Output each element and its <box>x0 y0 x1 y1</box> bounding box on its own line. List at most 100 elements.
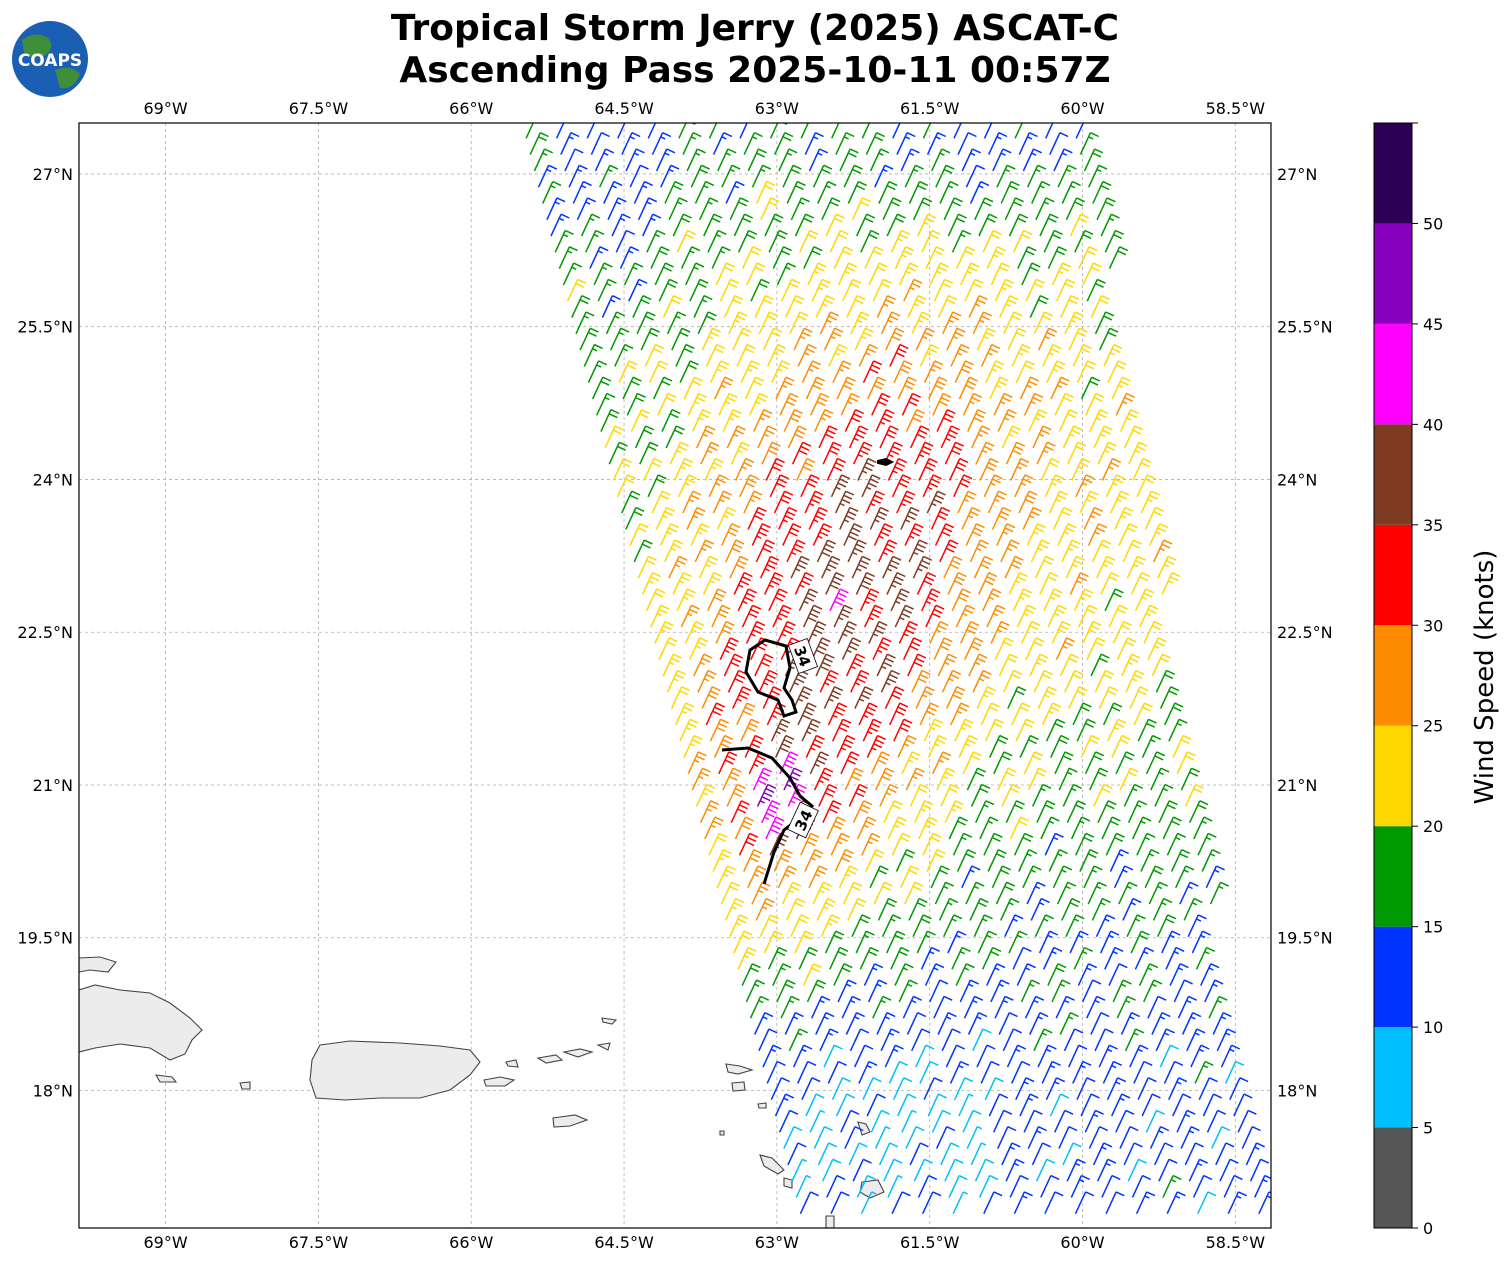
wind-barb <box>1048 849 1068 872</box>
wind-barb <box>1237 1109 1257 1133</box>
wind-barb <box>986 963 1006 986</box>
lon-tick-label-bottom: 69°W <box>144 1233 188 1252</box>
wind-barb <box>749 995 770 1019</box>
wind-barb <box>1120 1012 1141 1035</box>
wind-barb <box>1015 1077 1035 1101</box>
wind-barb <box>869 148 890 172</box>
lon-tick-label-top: 69°W <box>144 99 188 118</box>
wind-barb <box>1205 865 1225 889</box>
wind-barb <box>662 653 682 677</box>
wind-barb <box>1158 1158 1178 1182</box>
wind-barb <box>1057 523 1077 546</box>
wind-barb <box>1076 718 1096 742</box>
wind-barb <box>960 262 980 286</box>
wind-barb <box>1046 360 1066 384</box>
contour-34kt <box>721 746 815 885</box>
wind-barb <box>717 148 737 172</box>
wind-barb <box>923 1077 943 1101</box>
wind-barb <box>886 930 906 954</box>
wind-barb <box>808 148 829 172</box>
wind-barb <box>999 295 1019 318</box>
wind-barb <box>1168 1077 1188 1101</box>
wind-barb <box>804 490 824 514</box>
wind-barb <box>1114 506 1134 530</box>
wind-barb <box>952 832 973 856</box>
wind-barb <box>893 718 913 742</box>
wind-barb <box>1093 783 1113 807</box>
wind-barb <box>969 539 989 563</box>
wind-barb <box>916 572 937 595</box>
wind-barb <box>1152 897 1173 921</box>
wind-barb <box>1123 425 1144 449</box>
wind-barb <box>923 360 944 384</box>
wind-barb <box>618 360 638 384</box>
wind-barb <box>1020 979 1041 1003</box>
wind-barb <box>1101 1174 1121 1198</box>
colorbar-segment <box>1374 123 1412 224</box>
wind-barb <box>750 278 770 302</box>
wind-barb <box>1166 1191 1186 1215</box>
wind-barb <box>564 148 584 172</box>
wind-barb <box>922 1191 942 1215</box>
wind-barb <box>746 262 766 286</box>
wind-barb <box>614 343 634 367</box>
wind-barb <box>707 229 727 253</box>
wind-barb <box>1018 132 1038 155</box>
wind-barb <box>865 132 886 155</box>
wind-barb <box>783 767 803 791</box>
wind-barb <box>972 311 992 335</box>
wind-barb <box>1043 229 1063 253</box>
wind-barb <box>967 1012 988 1035</box>
wind-barb <box>1183 897 1203 921</box>
wind-barb <box>682 132 702 155</box>
wind-barb <box>1072 343 1092 367</box>
wind-barb <box>815 295 835 318</box>
wind-barb <box>811 637 831 661</box>
wind-barb <box>695 783 716 807</box>
wind-barb <box>675 702 695 726</box>
wind-barb <box>1097 1158 1117 1182</box>
wind-barb <box>932 751 952 775</box>
wind-barb <box>1091 897 1111 921</box>
wind-barb <box>954 718 974 742</box>
wind-barb <box>723 653 744 677</box>
lat-tick-label-right: 22.5°N <box>1277 623 1333 642</box>
wind-barb <box>1062 783 1082 807</box>
wind-barb <box>666 669 687 693</box>
wind-barb <box>634 425 655 449</box>
wind-barb <box>835 1093 856 1117</box>
wind-barb <box>1072 1060 1092 1084</box>
wind-barb <box>1168 718 1188 742</box>
wind-barb <box>758 669 778 693</box>
st-thomas-shape <box>536 1054 564 1064</box>
wind-barb <box>1044 474 1065 498</box>
wind-barb <box>1014 474 1034 498</box>
wind-barb <box>934 881 955 905</box>
wind-barb <box>955 963 975 986</box>
wind-barb <box>875 409 895 432</box>
wind-barb <box>773 849 793 872</box>
wind-barb <box>1075 832 1095 856</box>
wind-barb <box>1204 979 1224 1003</box>
wind-barb <box>1037 327 1058 351</box>
wind-barb <box>958 1093 974 1117</box>
wind-barb <box>1097 441 1117 465</box>
wind-barb <box>1082 620 1102 644</box>
wind-barb <box>927 734 948 758</box>
wind-barb <box>576 197 597 221</box>
wind-barb <box>770 718 791 742</box>
contour-label-group: 34 <box>787 637 819 675</box>
wind-barb <box>689 278 709 302</box>
wind-barb <box>666 311 687 335</box>
wind-barb <box>1084 1109 1104 1133</box>
wind-barb <box>865 849 885 872</box>
lat-tick-label-right: 19.5°N <box>1277 929 1333 948</box>
wind-barb <box>605 311 626 335</box>
wind-barb <box>1219 1158 1239 1182</box>
wind-barb <box>974 197 994 221</box>
wind-barb <box>844 409 865 432</box>
wind-barb <box>850 311 870 335</box>
wind-barb <box>915 686 935 709</box>
montserrat-shape <box>825 1215 835 1228</box>
contour-34kt <box>744 638 798 718</box>
